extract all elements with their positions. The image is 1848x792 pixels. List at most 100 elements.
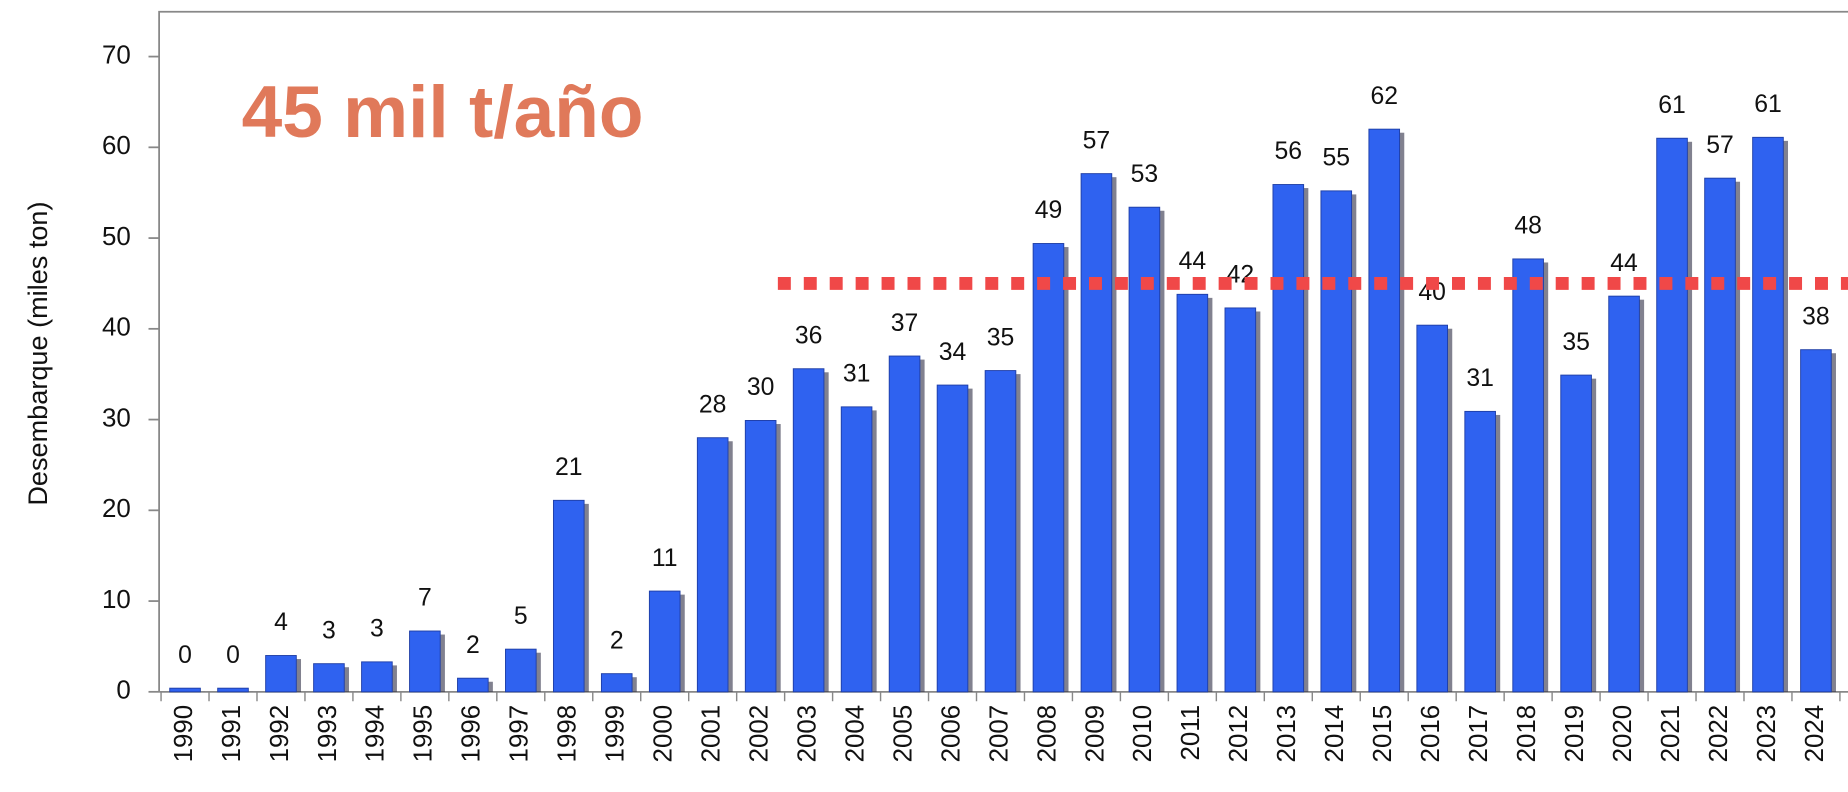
value-label: 31 (1466, 365, 1494, 392)
value-label: 38 (1802, 303, 1830, 330)
bar (792, 368, 825, 693)
x-tick-label: 2002 (745, 705, 773, 763)
bar (1080, 173, 1113, 693)
x-tick-label: 2005 (889, 705, 917, 763)
x-tick-label: 2023 (1753, 705, 1781, 763)
value-label: 0 (226, 642, 240, 669)
bar (1752, 136, 1784, 693)
bar (648, 590, 681, 693)
y-tick-label: 70 (102, 41, 131, 69)
x-tick-label: 2006 (937, 705, 965, 763)
bar (936, 384, 969, 693)
y-tick-label: 0 (116, 677, 130, 705)
value-label: 31 (843, 361, 871, 388)
bar (984, 370, 1017, 693)
bar (744, 420, 777, 693)
value-label: 44 (1179, 248, 1207, 275)
x-tick-label: 1993 (314, 705, 342, 763)
y-tick-label: 20 (102, 495, 131, 523)
bar (457, 677, 489, 693)
bar (1656, 137, 1688, 693)
value-label: 5 (514, 603, 528, 630)
value-label: 57 (1706, 132, 1734, 159)
value-label: 48 (1514, 213, 1542, 240)
x-tick-label: 2008 (1033, 705, 1061, 763)
value-label: 35 (1562, 329, 1590, 356)
x-tick-label: 1990 (170, 705, 198, 763)
x-tick-label: 1995 (410, 705, 438, 763)
x-tick-label: 2019 (1561, 705, 1589, 763)
bar (1224, 307, 1257, 693)
x-tick-label: 2024 (1801, 705, 1829, 763)
y-tick-label: 50 (102, 223, 131, 251)
x-tick-label: 1999 (602, 705, 630, 763)
value-label: 44 (1610, 250, 1638, 277)
bar (217, 687, 249, 693)
x-tick-label: 2022 (1705, 705, 1733, 763)
x-tick-label: 2016 (1417, 705, 1445, 763)
bar (1416, 324, 1448, 693)
bar (1608, 295, 1640, 693)
x-tick-label: 2007 (985, 705, 1013, 763)
bar (840, 406, 873, 693)
x-tick-label: 2020 (1609, 705, 1637, 763)
value-label: 7 (418, 585, 432, 612)
bar (1560, 374, 1592, 693)
x-tick-label: 2009 (1081, 705, 1109, 763)
x-tick-label: 2018 (1513, 705, 1541, 763)
x-tick-label: 1994 (362, 705, 390, 763)
value-label: 49 (1035, 197, 1063, 224)
value-label: 61 (1658, 92, 1686, 119)
bar (313, 663, 345, 693)
value-label: 35 (987, 324, 1015, 351)
value-label: 0 (178, 642, 192, 669)
x-tick-label: 1998 (554, 705, 582, 763)
bar (1320, 190, 1353, 693)
bar (409, 630, 441, 693)
x-tick-label: 1992 (266, 705, 294, 763)
value-label: 53 (1131, 161, 1159, 188)
value-label: 4 (274, 609, 288, 636)
y-axis-label: Desembarque (miles ton) (22, 201, 53, 505)
value-label: 2 (466, 632, 480, 659)
x-tick-label: 2003 (793, 705, 821, 763)
bar (361, 661, 393, 693)
annotation-box (223, 61, 778, 175)
x-tick-label: 2013 (1273, 705, 1301, 763)
x-tick-label: 2001 (698, 705, 726, 763)
value-label: 56 (1275, 138, 1303, 165)
bar (1704, 177, 1736, 693)
bar (1800, 349, 1832, 693)
x-tick-label: 1997 (506, 705, 534, 763)
y-tick-label: 40 (102, 314, 131, 342)
value-label: 61 (1754, 91, 1782, 118)
bar (696, 437, 729, 693)
x-tick-label: 2015 (1369, 705, 1397, 763)
x-tick-label: 2017 (1465, 705, 1493, 763)
value-label: 34 (939, 339, 967, 366)
plot-frame (158, 10, 1848, 692)
value-label: 21 (555, 454, 583, 481)
bar (552, 499, 585, 693)
x-tick-label: 2010 (1129, 705, 1157, 763)
y-tick-label: 30 (102, 404, 131, 432)
x-tick-label: 2012 (1225, 705, 1253, 763)
x-tick-label: 2004 (841, 705, 869, 763)
value-label: 30 (747, 374, 775, 401)
bar (1272, 184, 1305, 693)
value-label: 55 (1322, 145, 1350, 172)
value-label: 57 (1083, 127, 1111, 154)
bar (1368, 128, 1401, 693)
x-tick-label: 1991 (218, 705, 246, 763)
y-tick-label: 60 (102, 132, 131, 160)
bar (1032, 243, 1065, 693)
bar (169, 687, 201, 693)
bar (600, 673, 633, 693)
value-label: 3 (370, 616, 384, 643)
bar (1176, 293, 1209, 693)
bar (1464, 410, 1496, 693)
value-label: 3 (322, 617, 336, 644)
annotation: 45 mil t/año (242, 72, 644, 153)
